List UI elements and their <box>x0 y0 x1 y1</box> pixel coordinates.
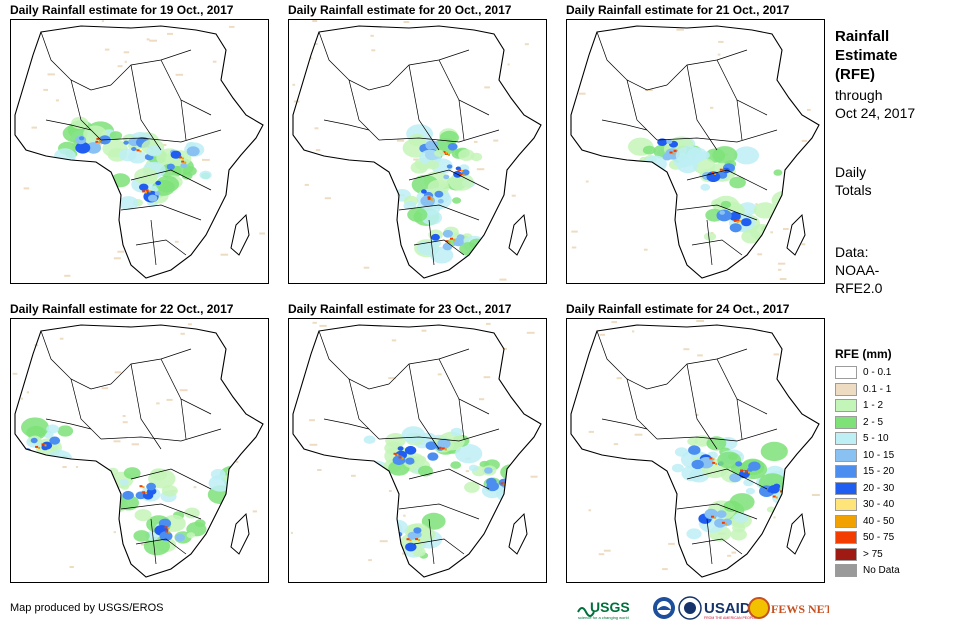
usgs-logo-text: USGS <box>590 599 630 615</box>
africa-rainfall-map <box>10 318 269 583</box>
map-panel-20-oct: Daily Rainfall estimate for 20 Oct., 201… <box>288 3 547 285</box>
legend-label: 2 - 5 <box>863 416 884 428</box>
totals-line: Totals <box>835 182 872 198</box>
noaa-logo <box>653 597 675 619</box>
legend-label: No Data <box>863 565 900 576</box>
data-line: Data: <box>835 244 869 260</box>
legend-label: > 75 <box>863 548 883 560</box>
africa-rainfall-map <box>566 19 825 284</box>
legend-swatch <box>835 481 857 495</box>
legend-label: 0.1 - 1 <box>863 383 892 395</box>
svg-text:science for a changing world: science for a changing world <box>578 615 629 620</box>
heading-line: (RFE) <box>835 66 875 83</box>
legend-swatch <box>835 514 857 528</box>
africa-map-graphic <box>570 25 820 280</box>
africa-rainfall-map <box>10 19 269 284</box>
legend-swatch <box>835 531 857 544</box>
map-panel-19-oct: Daily Rainfall estimate for 19 Oct., 201… <box>10 3 269 285</box>
rfe-heading: Rainfall Estimate (RFE) <box>835 27 955 84</box>
legend-swatch <box>835 382 857 396</box>
through-label: through <box>835 87 883 103</box>
usgs-logo: USGS science for a changing world <box>577 599 630 620</box>
legend-swatch <box>835 448 857 462</box>
daily-totals: Daily Totals <box>835 163 960 199</box>
africa-rainfall-map <box>288 19 547 284</box>
data-source: Data: NOAA- RFE2.0 <box>835 243 960 297</box>
legend-label: 20 - 30 <box>863 482 895 494</box>
panel-title: Daily Rainfall estimate for 19 Oct., 201… <box>10 3 234 17</box>
legend-swatch <box>835 547 857 561</box>
map-panel-21-oct: Daily Rainfall estimate for 21 Oct., 201… <box>566 3 825 285</box>
data-line: RFE2.0 <box>835 280 883 296</box>
africa-rainfall-map <box>566 318 825 583</box>
africa-rainfall-map <box>288 318 547 583</box>
legend-title: RFE (mm) <box>835 347 892 361</box>
legend-swatch <box>835 399 857 412</box>
heading-line: Rainfall <box>835 28 890 45</box>
legend-swatch <box>835 432 857 445</box>
map-panel-22-oct: Daily Rainfall estimate for 22 Oct., 201… <box>10 302 269 584</box>
africa-map-graphic <box>12 323 264 578</box>
svg-text:FROM THE AMERICAN PEOPLE: FROM THE AMERICAN PEOPLE <box>704 616 757 620</box>
panel-title: Daily Rainfall estimate for 20 Oct., 201… <box>288 3 512 17</box>
legend-label: 0 - 0.1 <box>863 367 892 378</box>
credit-text: Map produced by USGS/EROS <box>10 602 164 614</box>
data-line: NOAA- <box>835 262 880 278</box>
heading-line: Estimate <box>835 47 898 64</box>
through-date: through Oct 24, 2017 <box>835 86 960 122</box>
legend-swatch <box>835 498 857 511</box>
end-date: Oct 24, 2017 <box>835 105 916 121</box>
map-panel-24-oct: Daily Rainfall estimate for 24 Oct., 201… <box>566 302 825 584</box>
legend-swatch <box>835 465 857 478</box>
usaid-logo: USAID FROM THE AMERICAN PEOPLE <box>704 600 757 620</box>
usaid-logo-text: USAID <box>704 600 751 617</box>
legend-label: 30 - 40 <box>863 499 895 510</box>
africa-map-graphic <box>14 20 265 279</box>
panel-title: Daily Rainfall estimate for 21 Oct., 201… <box>566 3 790 17</box>
totals-line: Daily <box>835 164 867 180</box>
africa-map-graphic <box>570 320 820 578</box>
africa-map-graphic <box>292 20 542 281</box>
agency-logos: USGS science for a changing world USAID … <box>577 594 833 622</box>
panel-title: Daily Rainfall estimate for 22 Oct., 201… <box>10 302 234 316</box>
legend-label: 15 - 20 <box>863 466 895 477</box>
legend-label: 40 - 50 <box>863 515 895 527</box>
panel-title: Daily Rainfall estimate for 23 Oct., 201… <box>288 302 512 316</box>
legend-swatch <box>835 415 857 429</box>
legend-swatch <box>835 366 857 379</box>
legend-swatch <box>835 564 857 577</box>
panel-title: Daily Rainfall estimate for 24 Oct., 201… <box>566 302 790 316</box>
map-panel-23-oct: Daily Rainfall estimate for 23 Oct., 201… <box>288 302 547 584</box>
africa-map-graphic <box>290 321 542 578</box>
legend-label: 5 - 10 <box>863 433 889 444</box>
legend-label: 50 - 75 <box>863 532 895 543</box>
fews-net-logo: FEWS NET <box>748 597 833 619</box>
legend-label: 10 - 15 <box>863 449 895 461</box>
usaid-seal-logo <box>678 596 702 620</box>
fews-net-logo-text: FEWS NET <box>771 602 829 616</box>
legend-label: 1 - 2 <box>863 400 884 411</box>
